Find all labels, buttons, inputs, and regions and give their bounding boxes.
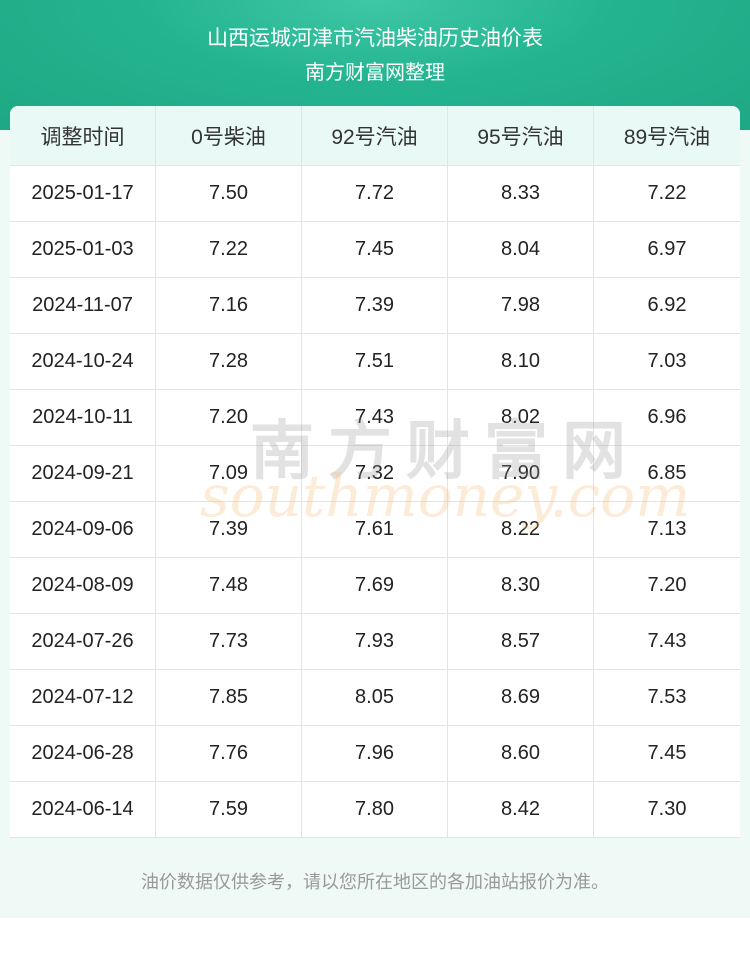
- price-cell: 7.48: [155, 558, 301, 614]
- price-cell: 7.28: [155, 334, 301, 390]
- date-cell: 2025-01-17: [10, 166, 155, 222]
- price-cell: 7.73: [155, 614, 301, 670]
- table-row: 2024-09-06 7.39 7.61 8.22 7.13: [10, 502, 740, 558]
- price-cell: 7.85: [155, 670, 301, 726]
- table-row: 2024-07-26 7.73 7.93 8.57 7.43: [10, 614, 740, 670]
- table-row: 2025-01-17 7.50 7.72 8.33 7.22: [10, 166, 740, 222]
- price-cell: 8.04: [447, 222, 593, 278]
- price-cell: 8.30: [447, 558, 593, 614]
- price-cell: 8.02: [447, 390, 593, 446]
- price-cell: 7.50: [155, 166, 301, 222]
- price-cell: 8.33: [447, 166, 593, 222]
- date-cell: 2024-07-12: [10, 670, 155, 726]
- date-cell: 2024-06-28: [10, 726, 155, 782]
- price-cell: 7.72: [301, 166, 447, 222]
- date-cell: 2024-07-26: [10, 614, 155, 670]
- table-row: 2024-11-07 7.16 7.39 7.98 6.92: [10, 278, 740, 334]
- table-row: 2024-08-09 7.48 7.69 8.30 7.20: [10, 558, 740, 614]
- table-row: 2024-09-21 7.09 7.32 7.90 6.85: [10, 446, 740, 502]
- price-cell: 7.45: [301, 222, 447, 278]
- column-header: 89号汽油: [593, 106, 740, 166]
- column-header: 调整时间: [10, 106, 155, 166]
- table-row: 2025-01-03 7.22 7.45 8.04 6.97: [10, 222, 740, 278]
- price-cell: 7.20: [593, 558, 740, 614]
- price-cell: 7.90: [447, 446, 593, 502]
- date-cell: 2024-06-14: [10, 782, 155, 838]
- header-row: 调整时间 0号柴油 92号汽油 95号汽油 89号汽油: [10, 106, 740, 166]
- price-cell: 7.96: [301, 726, 447, 782]
- date-cell: 2024-09-21: [10, 446, 155, 502]
- footer-note: 油价数据仅供参考，请以您所在地区的各加油站报价为准。: [141, 872, 609, 892]
- price-cell: 7.16: [155, 278, 301, 334]
- price-cell: 6.92: [593, 278, 740, 334]
- price-cell: 6.97: [593, 222, 740, 278]
- date-cell: 2024-08-09: [10, 558, 155, 614]
- table-row: 2024-06-14 7.59 7.80 8.42 7.30: [10, 782, 740, 838]
- table-row: 2024-10-24 7.28 7.51 8.10 7.03: [10, 334, 740, 390]
- price-cell: 7.53: [593, 670, 740, 726]
- price-cell: 7.39: [155, 502, 301, 558]
- price-cell: 8.10: [447, 334, 593, 390]
- price-cell: 8.42: [447, 782, 593, 838]
- price-cell: 7.45: [593, 726, 740, 782]
- price-cell: 7.80: [301, 782, 447, 838]
- price-cell: 7.43: [593, 614, 740, 670]
- date-cell: 2024-11-07: [10, 278, 155, 334]
- price-cell: 6.85: [593, 446, 740, 502]
- price-cell: 8.05: [301, 670, 447, 726]
- column-header: 92号汽油: [301, 106, 447, 166]
- price-cell: 7.76: [155, 726, 301, 782]
- date-cell: 2024-10-24: [10, 334, 155, 390]
- price-cell: 7.59: [155, 782, 301, 838]
- price-cell: 7.51: [301, 334, 447, 390]
- price-cell: 7.61: [301, 502, 447, 558]
- price-cell: 7.93: [301, 614, 447, 670]
- date-cell: 2024-09-06: [10, 502, 155, 558]
- price-cell: 7.13: [593, 502, 740, 558]
- subtitle: 南方财富网整理: [305, 62, 445, 84]
- price-cell: 7.03: [593, 334, 740, 390]
- column-header: 95号汽油: [447, 106, 593, 166]
- price-cell: 7.22: [593, 166, 740, 222]
- column-header: 0号柴油: [155, 106, 301, 166]
- price-cell: 7.98: [447, 278, 593, 334]
- price-cell: 7.39: [301, 278, 447, 334]
- date-cell: 2025-01-03: [10, 222, 155, 278]
- price-cell: 7.09: [155, 446, 301, 502]
- price-cell: 8.69: [447, 670, 593, 726]
- title: 山西运城河津市汽油柴油历史油价表: [207, 27, 543, 50]
- table-row: 2024-10-11 7.20 7.43 8.02 6.96: [10, 390, 740, 446]
- table-row: 2024-06-28 7.76 7.96 8.60 7.45: [10, 726, 740, 782]
- price-cell: 7.32: [301, 446, 447, 502]
- price-cell: 7.43: [301, 390, 447, 446]
- price-cell: 7.22: [155, 222, 301, 278]
- price-cell: 7.69: [301, 558, 447, 614]
- price-cell: 8.22: [447, 502, 593, 558]
- table-row: 2024-07-12 7.85 8.05 8.69 7.53: [10, 670, 740, 726]
- price-cell: 7.30: [593, 782, 740, 838]
- price-cell: 8.60: [447, 726, 593, 782]
- date-cell: 2024-10-11: [10, 390, 155, 446]
- price-table: 调整时间 0号柴油 92号汽油 95号汽油 89号汽油 2025-01-17 7.50 7.7…: [10, 106, 740, 838]
- price-cell: 6.96: [593, 390, 740, 446]
- price-cell: 8.57: [447, 614, 593, 670]
- price-cell: 7.20: [155, 390, 301, 446]
